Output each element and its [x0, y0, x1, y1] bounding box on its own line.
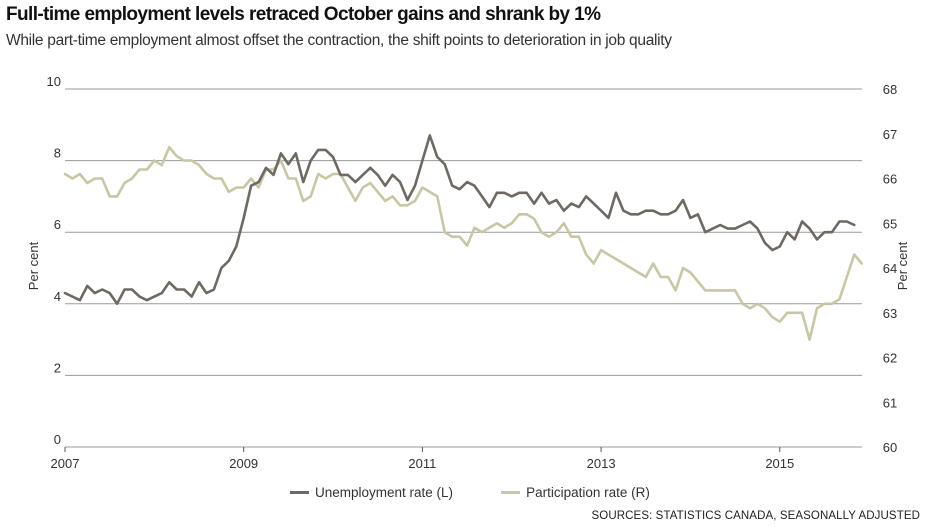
- y-tick-left: 10: [47, 74, 61, 89]
- legend-label-unemployment: Unemployment rate (L): [315, 485, 454, 500]
- y-axis-label-right: Per cent: [895, 241, 910, 290]
- y-tick-right: 61: [883, 395, 897, 410]
- y-tick-right: 60: [883, 440, 897, 455]
- y-tick-left: 0: [54, 432, 61, 447]
- x-tick-2009: 2009: [229, 456, 258, 471]
- y-tick-left: 2: [54, 360, 61, 375]
- x-tick-2011: 2011: [408, 456, 436, 471]
- source-note: SOURCES: STATISTICS CANADA, SEASONALLY A…: [591, 510, 920, 522]
- x-tick-2013: 2013: [587, 456, 616, 471]
- y-tick-right: 66: [883, 172, 897, 187]
- y-tick-right: 67: [883, 127, 897, 142]
- y-tick-right: 68: [883, 82, 897, 97]
- chart-subtitle: While part-time employment almost offset…: [6, 32, 672, 49]
- y-tick-left: 6: [54, 217, 61, 232]
- y-tick-right: 64: [883, 261, 897, 276]
- y-axis-label-left: Per cent: [26, 241, 41, 290]
- legend-label-participation: Participation rate (R): [526, 485, 650, 500]
- series-line-unemployment: [63, 134, 856, 306]
- y-tick-right: 62: [883, 351, 897, 366]
- y-tick-right: 63: [883, 306, 897, 321]
- legend-item-unemployment: Unemployment rate (L): [290, 485, 453, 500]
- x-tick-2007: 2007: [51, 456, 80, 471]
- y-tick-right: 65: [883, 216, 897, 231]
- legend-item-participation: Participation rate (R): [501, 485, 650, 500]
- y-tick-left: 4: [54, 289, 61, 304]
- y-tick-left: 8: [54, 146, 61, 161]
- legend-swatch-unemployment: [290, 491, 309, 494]
- x-tick-2015: 2015: [765, 456, 794, 471]
- chart-title: Full-time employment levels retraced Oct…: [6, 4, 601, 25]
- legend: Unemployment rate (L) Participation rate…: [290, 485, 698, 500]
- legend-swatch-participation: [501, 491, 521, 494]
- series-line-participation: [63, 145, 864, 341]
